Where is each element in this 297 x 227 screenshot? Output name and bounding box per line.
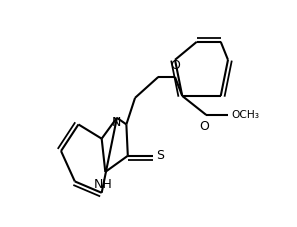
Text: O: O xyxy=(170,59,180,72)
Text: O: O xyxy=(199,120,209,133)
Text: N: N xyxy=(112,116,121,129)
Text: S: S xyxy=(157,149,165,162)
Text: OCH₃: OCH₃ xyxy=(231,110,259,120)
Text: NH: NH xyxy=(94,178,113,191)
